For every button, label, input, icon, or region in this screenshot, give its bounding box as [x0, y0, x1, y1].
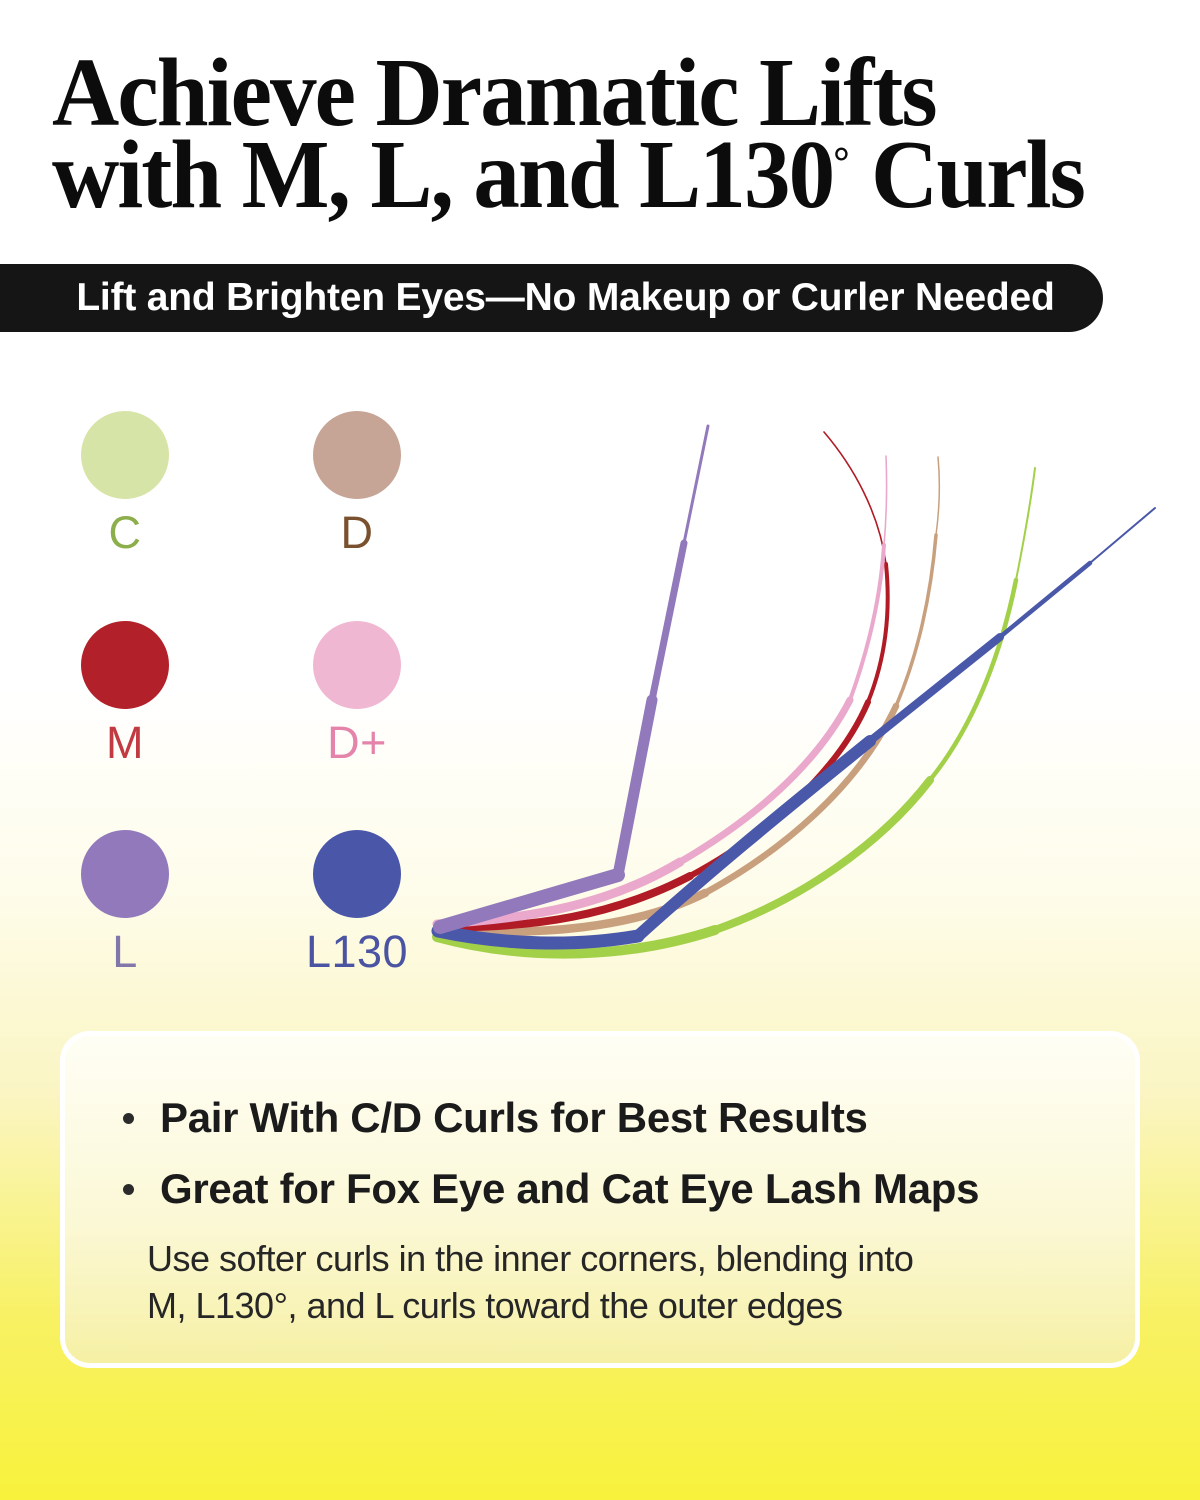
title-line-1: Achieve Dramatic Lifts: [52, 39, 938, 147]
note-line-2: M, L130°, and L curls toward the outer e…: [147, 1284, 843, 1326]
curl-legend: C D M D+ L L130: [45, 411, 437, 977]
curl-l130-label: L130: [305, 926, 409, 977]
banner-label: Lift and Brighten Eyes—No Makeup or Curl…: [76, 276, 1055, 319]
note-line-1: Use softer curls in the inner corners, b…: [147, 1238, 914, 1279]
curve-c: [432, 467, 1036, 959]
legend-item-dplus: D+: [277, 620, 437, 768]
curl-dplus-swatch: [313, 620, 401, 709]
legend-item-m: M: [45, 620, 205, 768]
bullet-dot: [123, 1112, 134, 1124]
curve-l: [433, 424, 710, 934]
benefit-banner: Lift and Brighten Eyes—No Makeup or Curl…: [0, 264, 1103, 332]
curl-d-swatch: [313, 411, 401, 499]
tips-card: Pair With C/D Curls for Best Results Gre…: [60, 1031, 1140, 1368]
bullet-text-1: Pair With C/D Curls for Best Results: [160, 1094, 868, 1141]
bullet-text-2: Great for Fox Eye and Cat Eye Lash Maps: [160, 1165, 980, 1212]
bullet-item-1: Pair With C/D Curls for Best Results: [111, 1094, 1085, 1142]
curve-l130: [431, 507, 1156, 950]
curl-m-label: M: [106, 716, 144, 768]
legend-item-d: D: [277, 411, 437, 558]
curl-d-label: D: [340, 507, 374, 558]
curl-l130-swatch: [313, 830, 401, 918]
curl-l-label: L: [112, 926, 138, 977]
legend-item-l: L: [45, 830, 205, 977]
legend-item-l130: L130: [277, 830, 437, 977]
title-line-2: with M, L, and L130° Curls: [52, 126, 1086, 224]
curl-l-swatch: [81, 830, 169, 918]
curl-c-swatch: [81, 411, 169, 499]
curve-m: [433, 431, 890, 932]
bullet-item-2: Great for Fox Eye and Cat Eye Lash Maps: [111, 1165, 1085, 1213]
legend-item-c: C: [45, 411, 205, 558]
curl-dplus-label: D+: [327, 716, 387, 768]
usage-note: Use softer curls in the inner corners, b…: [147, 1236, 1085, 1330]
curve-dplus: [432, 455, 888, 929]
degree-symbol: °: [833, 139, 850, 187]
title-line-2-end: Curls: [871, 121, 1086, 230]
curl-m-swatch: [81, 620, 169, 709]
title-line-2-text: with M, L, and L130: [52, 121, 835, 230]
bullet-dot: [123, 1183, 134, 1195]
curl-c-label: C: [108, 507, 142, 558]
page-title: Achieve Dramatic Lifts with M, L, and L1…: [52, 39, 1086, 224]
